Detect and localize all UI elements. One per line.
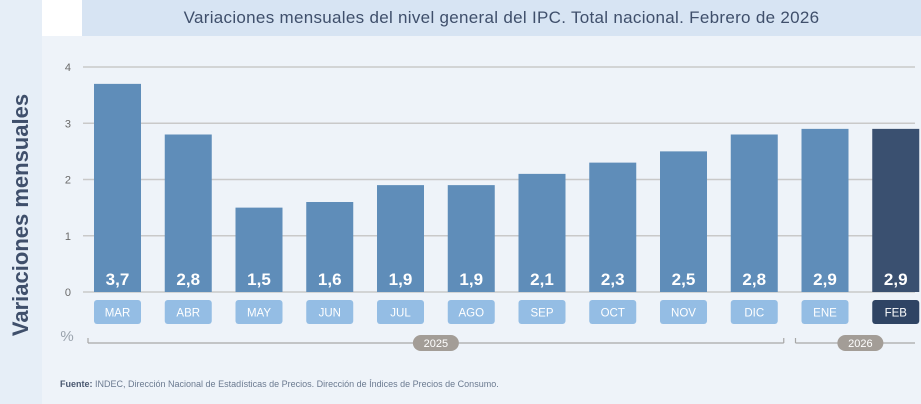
- category-box: [447, 300, 495, 324]
- category-box: [589, 300, 637, 324]
- bar-value-label: 1,9: [389, 270, 413, 289]
- category-label: AGO: [458, 308, 484, 320]
- y-tick-label: 4: [65, 62, 71, 74]
- category-box: [660, 300, 707, 324]
- y-tick-label: 3: [65, 118, 71, 130]
- bar-value-label: 2,5: [672, 270, 696, 289]
- category-label: OCT: [601, 308, 625, 320]
- source-label: Fuente:: [60, 379, 93, 389]
- y-tick-label: 1: [65, 231, 71, 243]
- category-box: [872, 300, 920, 324]
- bar-value-label: 2,1: [530, 270, 554, 289]
- y-tick-label: 0: [65, 287, 71, 299]
- category-box: [94, 300, 141, 324]
- category-label: DIC: [744, 308, 764, 320]
- bar-value-label: 2,9: [813, 270, 837, 289]
- bar-value-label: 1,9: [459, 270, 483, 289]
- bar-value-label: 2,8: [742, 270, 766, 289]
- bar: [660, 151, 707, 292]
- bar: [164, 134, 212, 292]
- bar: [306, 202, 354, 292]
- bar: [377, 185, 424, 292]
- y-unit-label: %: [60, 328, 73, 345]
- year-badge: [412, 335, 459, 351]
- left-band: [0, 0, 42, 404]
- category-box: [377, 300, 424, 324]
- category-label: MAR: [105, 308, 131, 320]
- bar-value-label: 1,5: [247, 270, 271, 289]
- year-badge: [837, 335, 884, 351]
- category-box: [801, 300, 849, 324]
- bar: [447, 185, 495, 292]
- bar: [589, 162, 637, 292]
- source-note: Fuente: INDEC, Dirección Nacional de Est…: [60, 379, 499, 389]
- category-label: ABR: [176, 308, 200, 320]
- category-box: [306, 300, 354, 324]
- bar: [518, 173, 566, 292]
- bar-value-label: 2,9: [884, 270, 908, 289]
- bar-value-label: 3,7: [106, 270, 130, 289]
- category-box: [164, 300, 212, 324]
- category-box: [730, 300, 778, 324]
- bar: [94, 83, 141, 292]
- category-label: JUN: [319, 308, 341, 320]
- category-box: [518, 300, 566, 324]
- bar: [872, 128, 920, 292]
- year-label: 2025: [424, 338, 448, 350]
- year-label: 2026: [848, 338, 872, 350]
- bar: [801, 128, 849, 292]
- category-label: MAY: [247, 308, 271, 320]
- y-tick-label: 2: [65, 175, 71, 187]
- category-label: ENE: [813, 308, 837, 320]
- category-label: SEP: [530, 308, 553, 320]
- category-label: FEB: [885, 308, 908, 320]
- category-label: NOV: [671, 308, 696, 320]
- bar-value-label: 2,8: [176, 270, 200, 289]
- category-box: [235, 300, 283, 324]
- bar: [730, 134, 778, 292]
- bar-value-label: 2,3: [601, 270, 625, 289]
- chart-title: Variaciones mensuales del nivel general …: [82, 0, 921, 36]
- source-text: INDEC, Dirección Nacional de Estadística…: [95, 379, 499, 389]
- category-label: JUL: [390, 308, 411, 320]
- bar: [235, 207, 283, 292]
- bar-value-label: 1,6: [318, 270, 342, 289]
